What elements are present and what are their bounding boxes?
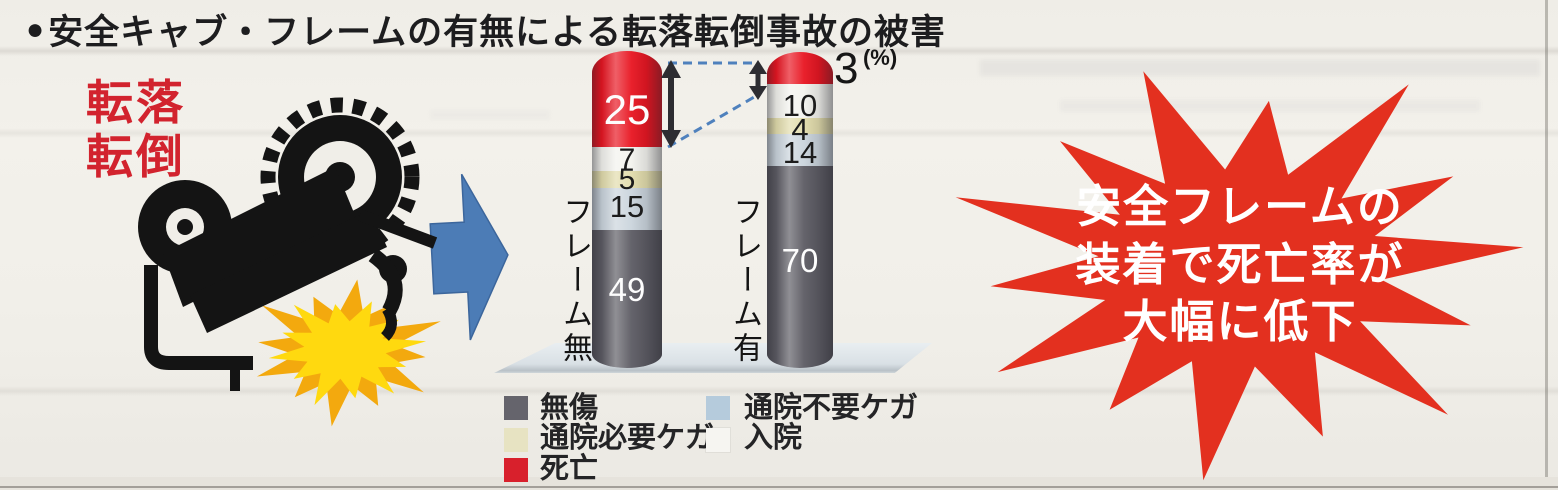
category-label-frame-none: フレーム無	[558, 196, 591, 366]
segment-death	[767, 52, 833, 84]
category-label-frame-present: フレーム有	[728, 196, 761, 366]
page-title-text: 安全キャブ・フレームの有無による転落転倒事故の被害	[48, 13, 947, 52]
legend-label-hospitalized: 入院	[744, 422, 803, 454]
legend-label-death: 死亡	[540, 453, 599, 485]
tractor-rollover-icon	[138, 97, 438, 391]
bar-frame-present: 10 4 14 70	[767, 52, 833, 368]
emphasis-burst	[955, 71, 1524, 481]
value-outreq-none: 5	[618, 163, 636, 196]
dashed-guide-diagonal	[667, 94, 757, 149]
bar-frame-none: 25 7 5 15 49	[592, 51, 662, 368]
value-death-present: 3 (%)	[834, 44, 897, 94]
legend-swatch-death	[504, 458, 528, 482]
right-arrow-icon	[429, 173, 509, 341]
paper-crease	[0, 386, 1558, 396]
cylinder-shading	[767, 52, 833, 368]
segment-hospitalized	[767, 84, 833, 118]
scan-showthrough	[430, 110, 550, 120]
accident-label-line1: 転落	[86, 76, 186, 129]
value-outnone-present: 14	[782, 135, 818, 170]
value-hosp-none: 7	[618, 143, 636, 176]
legend-swatch-outpatient-needed	[504, 428, 528, 452]
scan-showthrough	[980, 60, 1540, 76]
legend-swatch-unhurt	[504, 396, 528, 420]
emphasis-message-line1: 安全フレームの	[1076, 181, 1404, 232]
segment-death	[592, 51, 662, 147]
value-death-present-number: 3	[834, 44, 859, 93]
legend-swatch-hospitalized	[705, 427, 731, 453]
emphasis-message: 安全フレームの 装着で死亡率が 大幅に低下	[985, 178, 1495, 351]
legend-swatch-no-outpatient	[706, 396, 730, 420]
value-hosp-present: 10	[782, 88, 818, 123]
segment-no-outpatient	[592, 188, 662, 230]
segment-outpatient-needed	[592, 171, 662, 188]
bullet-icon: ●	[26, 12, 45, 46]
page-title: ● 安全キャブ・フレームの有無による転落転倒事故の被害	[26, 4, 946, 55]
value-unhurt-none: 49	[608, 271, 646, 308]
value-outreq-present: 4	[791, 112, 809, 147]
paper-edge	[0, 486, 1558, 488]
cylinder-shading	[592, 51, 662, 368]
emphasis-message-line3: 大幅に低下	[1122, 296, 1358, 348]
legend-label-no-outpatient: 通院不要ケガ	[744, 392, 919, 424]
comparison-annotation	[661, 60, 767, 149]
paper-edge	[1545, 0, 1548, 490]
accident-label-line2: 転倒	[86, 129, 186, 183]
segment-hospitalized	[592, 147, 662, 171]
percent-unit-label: (%)	[862, 45, 898, 70]
paper-crease	[0, 46, 1558, 56]
segment-no-outpatient	[767, 134, 833, 166]
segment-unhurt	[767, 166, 833, 368]
value-unhurt-present: 70	[781, 242, 819, 279]
segment-unhurt	[592, 230, 662, 368]
legend-label-unhurt: 無傷	[540, 392, 599, 424]
value-outnone-none: 15	[609, 189, 645, 224]
emphasis-message-line2: 装着で死亡率が	[1075, 238, 1405, 290]
legend-label-outpatient-needed: 通院必要ケガ	[540, 422, 715, 454]
segment-outpatient-needed	[767, 118, 833, 134]
chart-platform	[494, 343, 932, 373]
accident-label: 転落 転倒	[86, 76, 186, 183]
value-death-none: 25	[603, 86, 651, 133]
